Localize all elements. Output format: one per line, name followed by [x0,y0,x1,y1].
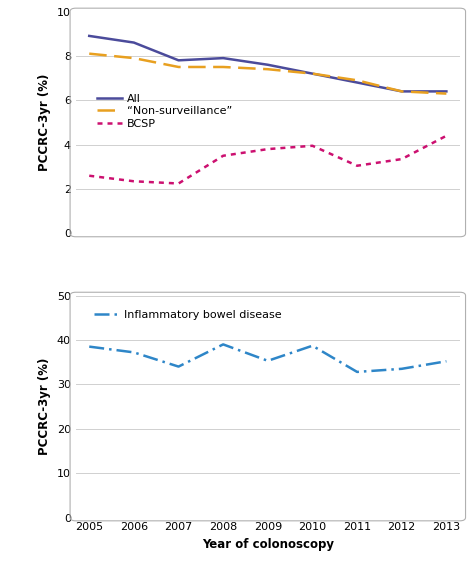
All [131,39,137,46]
All [310,70,315,77]
Inflammatory bowel disease [220,341,226,348]
Inflammatory bowel disease [265,358,271,365]
All [86,32,92,39]
“Non-surveillance” [399,88,405,95]
All [220,55,226,62]
BCSP [265,145,271,152]
Inflammatory bowel disease [131,349,137,356]
“Non-surveillance” [220,63,226,70]
Y-axis label: PCCRC-3yr (%): PCCRC-3yr (%) [38,358,51,455]
Line: BCSP: BCSP [89,136,447,183]
Y-axis label: PCCRC-3yr (%): PCCRC-3yr (%) [38,74,51,171]
BCSP [176,180,182,187]
Line: All: All [89,36,447,91]
BCSP [86,172,92,179]
BCSP [444,132,449,139]
Line: “Non-surveillance”: “Non-surveillance” [89,53,447,94]
BCSP [354,162,360,169]
“Non-surveillance” [176,63,182,70]
Inflammatory bowel disease [176,363,182,370]
“Non-surveillance” [310,70,315,77]
BCSP [131,178,137,185]
All [444,88,449,95]
X-axis label: Year of colonoscopy: Year of colonoscopy [202,538,334,551]
Line: Inflammatory bowel disease: Inflammatory bowel disease [89,344,447,372]
BCSP [220,152,226,159]
BCSP [399,156,405,163]
All [176,57,182,64]
Inflammatory bowel disease [86,343,92,350]
“Non-surveillance” [265,66,271,72]
Inflammatory bowel disease [399,365,405,372]
All [399,88,405,95]
All [265,62,271,68]
Inflammatory bowel disease [444,358,449,365]
BCSP [310,143,315,150]
Legend: All, “Non-surveillance”, BCSP: All, “Non-surveillance”, BCSP [93,89,237,133]
Legend: Inflammatory bowel disease: Inflammatory bowel disease [89,305,286,324]
Inflammatory bowel disease [310,342,315,349]
Inflammatory bowel disease [354,369,360,375]
All [354,79,360,86]
“Non-surveillance” [354,77,360,84]
“Non-surveillance” [86,50,92,57]
“Non-surveillance” [444,90,449,97]
“Non-surveillance” [131,55,137,62]
